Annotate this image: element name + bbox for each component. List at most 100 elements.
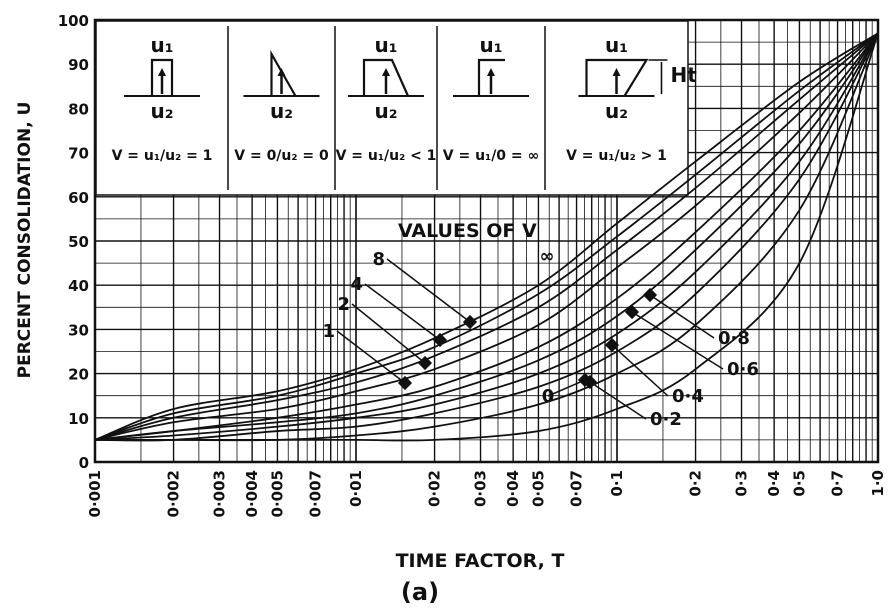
x-tick-label: 0·7	[829, 470, 847, 497]
inset-top-label: u₁	[375, 33, 398, 57]
y-tick-label: 90	[68, 56, 89, 74]
curve-label: 4	[350, 274, 363, 295]
curve-label: 0·6	[727, 359, 759, 380]
inset-bottom-label: u₂	[270, 99, 293, 123]
inset-formula: V = u₁/0 = ∞	[443, 148, 539, 164]
inset-panel: u₁ V = u₁/0 = ∞	[443, 33, 539, 164]
leader-marker	[462, 314, 478, 330]
y-tick-label: 40	[68, 277, 89, 295]
leader-line	[611, 344, 669, 397]
inset-arrow-head	[158, 68, 166, 76]
leader-line	[649, 294, 715, 339]
x-tick-label: 0·5	[790, 470, 808, 497]
inset-pressure-shape	[270, 49, 297, 97]
inset-side-label: Ht	[671, 63, 698, 87]
inset-formula: V = u₁/u₂ > 1	[566, 148, 667, 164]
x-axis-label: TIME FACTOR, T	[396, 550, 565, 572]
figure-caption: (a)	[401, 578, 439, 606]
inset-bottom-label: u₂	[151, 99, 174, 123]
series-line	[94, 32, 879, 441]
inset-arrow-head	[382, 68, 390, 76]
leader-line	[631, 311, 724, 370]
inset-formula: V = u₁/u₂ = 1	[112, 148, 213, 164]
inset-formula: V = u₁/u₂ < 1	[336, 148, 437, 164]
inset-diagram-panel: u₁ u₂ V = u₁/u₂ = 1 u₂ V = 0/u₂ = 0 u₁ u₂ V = u…	[95, 20, 697, 196]
curve-label: 0·8	[718, 328, 750, 349]
y-tick-label: 60	[68, 189, 89, 207]
curve-label: 1	[322, 321, 335, 342]
curve-label: 2	[337, 294, 350, 315]
x-tick-label: 0·05	[529, 470, 547, 507]
leader-line	[386, 258, 471, 323]
series-line	[94, 32, 879, 441]
leader-line	[364, 283, 441, 341]
leader-marker	[582, 374, 598, 390]
leader-marker	[397, 375, 413, 391]
plot-frame	[93, 18, 880, 464]
x-tick-label: 0·007	[307, 470, 325, 517]
x-tick-label: 0·02	[426, 470, 444, 507]
x-tick-label: 0·01	[347, 470, 365, 507]
x-tick-label: 0·3	[733, 470, 751, 497]
x-tick-label: 0·002	[165, 470, 183, 517]
inset-background	[95, 20, 689, 196]
inset-pressure-shape	[585, 58, 649, 97]
x-tick-label: 0·005	[268, 470, 286, 517]
inset-formula: V = 0/u₂ = 0	[234, 148, 329, 164]
inset-arrow-head	[277, 68, 286, 76]
y-axis-label: PERCENT CONSOLIDATION, U	[15, 102, 35, 379]
y-tick-label: 80	[68, 100, 89, 118]
inset-pressure-shape	[150, 58, 174, 96]
series-line	[94, 32, 879, 441]
leader-line	[351, 303, 426, 364]
series-line	[94, 32, 879, 441]
y-tick-label: 50	[68, 233, 89, 251]
x-tick-label: 0·04	[504, 470, 522, 507]
inset-panel: u₂ V = 0/u₂ = 0	[234, 49, 329, 164]
leader-marker	[642, 287, 658, 303]
inset-top-label: u₁	[151, 33, 174, 57]
inset-bottom-label: u₂	[375, 99, 398, 123]
plot-border	[93, 18, 880, 464]
curve-label: ∞	[540, 246, 555, 267]
inset-panel: u₁ u₂ V = u₁/u₂ > 1 Ht	[566, 33, 697, 164]
curve-label: 0	[542, 386, 555, 407]
leader-marker	[417, 355, 433, 371]
x-tick-label: 0·001	[86, 470, 104, 517]
curve-label: 0·2	[650, 409, 682, 430]
leader-line	[547, 379, 586, 397]
y-tick-label: 10	[68, 410, 89, 428]
inset-top-label: u₁	[605, 33, 628, 57]
curve-label: 0·4	[672, 386, 704, 407]
inset-arrow-head	[612, 68, 621, 76]
curve-label: 8	[372, 249, 385, 270]
leader-line	[589, 381, 647, 420]
series-line	[94, 32, 879, 442]
x-tick-label: 0·1	[608, 470, 626, 497]
leader-marker	[432, 332, 448, 348]
x-tick-label: 1·0	[869, 470, 887, 497]
y-tick-labels: 0 10 20 30 40 50 60 70 80 90 100	[58, 12, 89, 472]
y-tick-label: 100	[58, 12, 89, 30]
series-line	[94, 32, 879, 441]
legend-title: VALUES OF V	[398, 220, 537, 242]
y-tick-label: 30	[68, 321, 89, 339]
inset-panel: u₁ u₂ V = u₁/u₂ = 1	[112, 33, 213, 164]
y-tick-label: 20	[68, 366, 89, 384]
series-line	[95, 32, 879, 442]
series-line	[94, 32, 879, 441]
inset-bottom-label: u₂	[605, 99, 628, 123]
x-tick-label: 0·07	[568, 470, 586, 507]
leader-marker	[604, 337, 620, 353]
leader-marker	[624, 304, 640, 320]
inset-pressure-shape	[362, 58, 410, 97]
y-tick-label: 70	[68, 145, 89, 163]
inset-arrow-head	[487, 68, 495, 76]
inset-top-label: u₁	[480, 33, 503, 57]
x-tick-label: 0·4	[765, 470, 783, 497]
x-tick-label: 0·003	[211, 470, 229, 517]
x-tick-label: 0·2	[687, 470, 705, 497]
x-tick-label: 0·004	[243, 470, 261, 517]
